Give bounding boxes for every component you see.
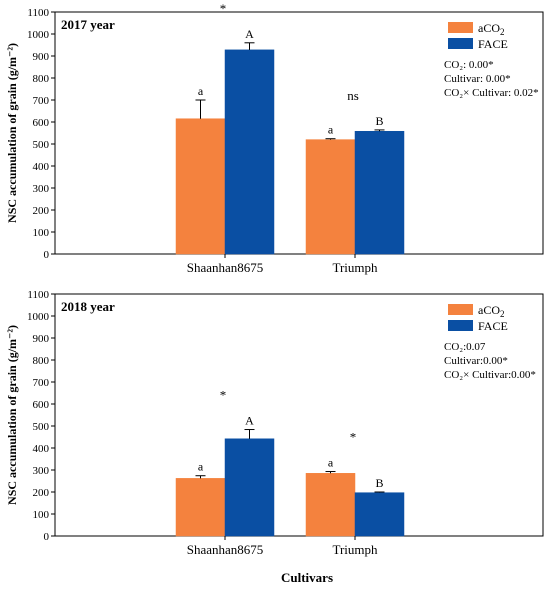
panel1-x-tick-label: Shaanhan8675 xyxy=(187,260,264,275)
panel2-y-tick-label: 900 xyxy=(33,333,50,345)
panel2-y-tick-label: 100 xyxy=(33,509,50,521)
panel1-y-tick-label: 500 xyxy=(33,139,50,151)
panel2-y-tick-label: 0 xyxy=(44,531,50,543)
panel1-plot-frame xyxy=(54,11,544,255)
x-axis-title: Cultivars xyxy=(281,570,333,585)
panel2-y-tick-label: 700 xyxy=(33,377,50,389)
panel1-significance-marker: ns xyxy=(347,88,359,103)
panel2-legend-label-FACE: FACE xyxy=(478,319,508,333)
panel2-y-tick-label: 400 xyxy=(33,443,50,455)
panel2-data-label-letter: a xyxy=(198,460,204,474)
panel1-legend-swatch-FACE xyxy=(448,38,473,49)
panel1-y-tick-label: 0 xyxy=(44,249,50,261)
panel2-legend-label-aCO2: aCO2 xyxy=(478,303,505,319)
panel1-title: 2017 year xyxy=(61,17,115,32)
panel2-y-tick-label: 800 xyxy=(33,355,50,367)
panel2-x-tick-label: Shaanhan8675 xyxy=(187,542,264,557)
panel1-stats-line: Cultivar: 0.00* xyxy=(444,73,511,85)
panel1-data-label-letter: A xyxy=(245,27,254,41)
panel2-stats-line: CO₂:0.07 xyxy=(444,341,486,353)
panel1-legend-label-aCO2: aCO2 xyxy=(478,21,505,37)
panel1-y-tick-label: 900 xyxy=(33,51,50,63)
panel2-y-tick-label: 1100 xyxy=(27,289,49,301)
panel1-y-tick-label: 700 xyxy=(33,95,50,107)
panel1-data-label-letter: B xyxy=(375,114,383,128)
panel1-y-tick-label: 1100 xyxy=(27,7,49,19)
panel1-y-tick-label: 600 xyxy=(33,117,50,129)
panel2-y-tick-label: 1000 xyxy=(27,311,50,323)
panel2-data-label-letter: B xyxy=(375,476,383,490)
panel1-y-axis-title: NSC accumulation of grain (g/m⁻²) xyxy=(5,43,19,223)
panel2-x-tick-label: Triumph xyxy=(332,542,378,557)
panel1-bar-aCO2-Shaanhan8675 xyxy=(175,118,226,255)
panel1-y-tick-label: 1000 xyxy=(27,29,50,41)
panel1-stats-line: CO₂× Cultivar: 0.02* xyxy=(444,87,539,99)
panel1-stats-line: CO₂: 0.00* xyxy=(444,59,494,71)
panel2-y-tick-label: 600 xyxy=(33,399,50,411)
panel1-data-label-letter: a xyxy=(328,123,334,137)
panel1-x-tick-label: Triumph xyxy=(332,260,378,275)
panel1-significance-marker: * xyxy=(220,1,227,16)
panel1-bar-FACE-Shaanhan8675 xyxy=(224,49,275,255)
panel2-stats-line: CO₂× Cultivar:0.00* xyxy=(444,369,536,381)
panel2-y-axis-title: NSC accumulation of grain (g/m⁻²) xyxy=(5,325,19,505)
panel2-legend-swatch-aCO2 xyxy=(448,304,473,315)
panel2-bar-aCO2-Triumph xyxy=(305,473,356,537)
panel1-y-tick-label: 100 xyxy=(33,227,50,239)
panel2-stats-line: Cultivar:0.00* xyxy=(444,355,508,367)
panel2-title: 2018 year xyxy=(61,299,115,314)
panel1-y-tick-label: 200 xyxy=(33,205,50,217)
panel2-plot-frame xyxy=(54,293,544,537)
panel1-legend-swatch-aCO2 xyxy=(448,22,473,33)
panel2-y-tick-label: 300 xyxy=(33,465,50,477)
panel2-data-label-letter: A xyxy=(245,414,254,428)
panel1-legend-label-FACE: FACE xyxy=(478,37,508,51)
panel1-y-tick-label: 300 xyxy=(33,183,50,195)
panel2-bar-aCO2-Shaanhan8675 xyxy=(175,478,226,537)
panel2-legend-swatch-FACE xyxy=(448,320,473,331)
panel1-y-tick-label: 800 xyxy=(33,73,50,85)
panel2-significance-marker: * xyxy=(350,430,357,445)
panel2-y-tick-label: 500 xyxy=(33,421,50,433)
panel1-y-tick-label: 400 xyxy=(33,161,50,173)
panel2-y-tick-label: 200 xyxy=(33,487,50,499)
panel1-data-label-letter: a xyxy=(198,84,204,98)
panel2-bar-FACE-Triumph xyxy=(354,492,405,537)
panel1-bar-aCO2-Triumph xyxy=(305,139,356,255)
panel2-bar-FACE-Shaanhan8675 xyxy=(224,438,275,537)
panel2-data-label-letter: a xyxy=(328,456,334,470)
panel2-significance-marker: * xyxy=(220,388,227,403)
panel1-bar-FACE-Triumph xyxy=(354,130,405,255)
